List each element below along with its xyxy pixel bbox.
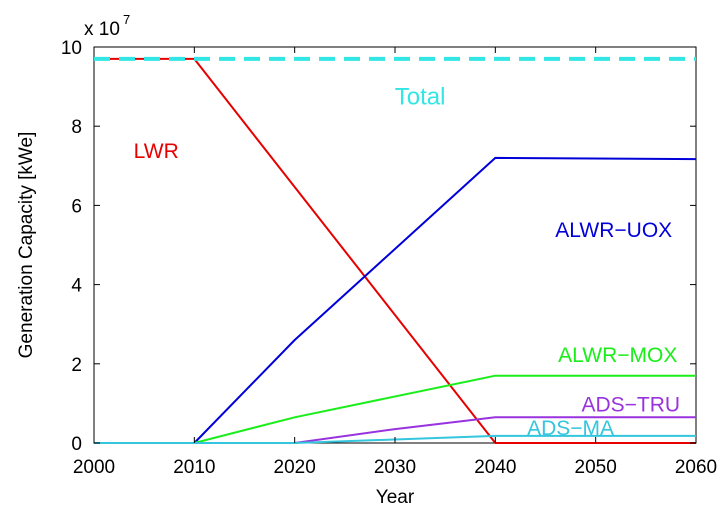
y-multiplier-label: x 10 xyxy=(84,19,120,40)
x-tick-label: 2030 xyxy=(374,457,416,478)
y-tick-label: 4 xyxy=(71,276,82,297)
x-tick-label: 2000 xyxy=(73,457,115,478)
x-tick-label: 2020 xyxy=(274,457,316,478)
y-tick-label: 2 xyxy=(71,355,82,376)
y-tick-label: 6 xyxy=(71,196,82,217)
y-tick-label: 10 xyxy=(61,38,82,59)
y-multiplier-exponent: 7 xyxy=(123,12,130,27)
y-axis-label: Generation Capacity [kWe] xyxy=(16,132,37,359)
x-tick-label: 2040 xyxy=(474,457,516,478)
series-label-ads-tru: ADS−TRU xyxy=(581,393,680,416)
x-tick-label: 2010 xyxy=(173,457,215,478)
y-tick-label: 8 xyxy=(71,117,82,138)
x-axis-label: Year xyxy=(376,487,415,508)
series-label-ads-ma: ADS−MA xyxy=(527,417,614,440)
series-label-lwr: LWR xyxy=(134,140,179,163)
series-label-total: Total xyxy=(395,83,446,110)
x-tick-label: 2050 xyxy=(575,457,617,478)
y-tick-label: 0 xyxy=(71,434,82,455)
x-tick-label: 2060 xyxy=(675,457,717,478)
series-label-alwr-mox: ALWR−MOX xyxy=(558,344,677,367)
series-label-alwr-uox: ALWR−UOX xyxy=(555,219,672,242)
